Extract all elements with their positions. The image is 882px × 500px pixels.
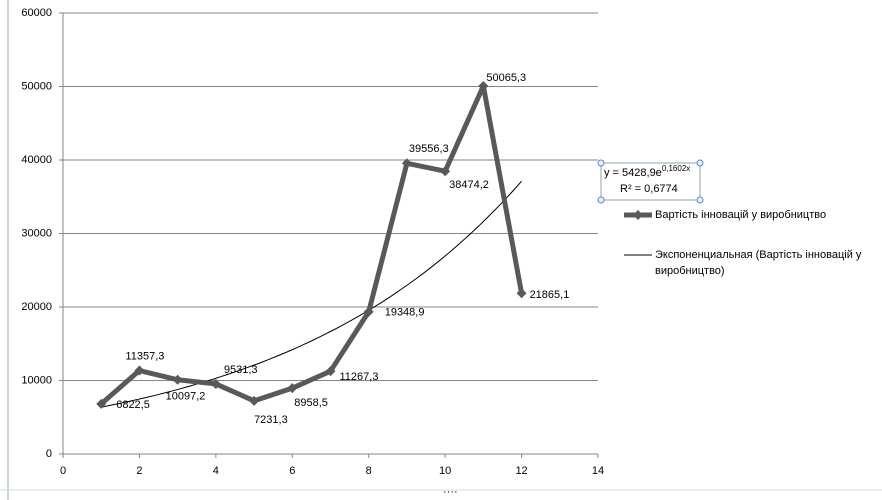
data-label: 7231,3 <box>254 414 288 426</box>
y-tick-label: 0 <box>46 448 52 460</box>
resize-handle[interactable]: ···· <box>443 486 458 498</box>
x-tick-label: 0 <box>60 465 66 477</box>
trend-r2: R² = 0,6774 <box>620 183 678 195</box>
trendline <box>101 180 522 408</box>
trend-equation: y = 5428,9e0,1602x <box>604 164 690 179</box>
handle <box>597 196 605 204</box>
x-tick-label: 4 <box>213 465 219 477</box>
marker <box>210 378 221 389</box>
y-tick-label: 60000 <box>21 7 52 19</box>
data-label: 19348,9 <box>385 307 425 319</box>
y-tick-label: 10000 <box>21 374 52 386</box>
selection-handles <box>597 159 704 204</box>
marker <box>325 366 336 377</box>
series-line <box>99 83 525 406</box>
marker <box>401 158 412 169</box>
data-label: 9531,3 <box>224 364 258 376</box>
x-tick-label: 8 <box>366 465 372 477</box>
x-tick-label: 6 <box>289 465 295 477</box>
marker <box>134 365 145 376</box>
data-label: 38474,2 <box>449 179 489 191</box>
handle <box>597 159 605 167</box>
data-label: 11267,3 <box>340 371 379 383</box>
data-label: 8958,5 <box>294 397 328 409</box>
equation-base: y = 5428,9e <box>604 167 662 179</box>
marker <box>363 306 374 317</box>
marker <box>172 374 183 385</box>
marker <box>287 383 298 394</box>
data-label: 21865,1 <box>530 289 570 301</box>
marker <box>440 166 451 177</box>
marker <box>96 398 107 409</box>
y-tick-label: 20000 <box>21 301 52 313</box>
x-tick-label: 10 <box>439 465 451 477</box>
y-tick-label: 50000 <box>21 80 52 92</box>
handle <box>696 196 704 204</box>
marker <box>478 81 489 92</box>
data-label: 11357,3 <box>125 350 164 362</box>
data-label: 10097,2 <box>166 391 206 403</box>
x-tick-label: 14 <box>592 465 604 477</box>
marker <box>249 395 260 406</box>
marker <box>516 288 527 299</box>
y-tick-label: 30000 <box>21 227 52 239</box>
equation-exponent: 0,1602x <box>662 164 690 173</box>
x-tick-label: 12 <box>515 465 527 477</box>
data-label: 39556,3 <box>409 143 449 155</box>
equation-box[interactable] <box>600 162 701 201</box>
y-tick-label: 40000 <box>21 154 52 166</box>
data-label: 6822,5 <box>116 399 150 411</box>
handle <box>696 159 704 167</box>
legend-series: Вартість інновацій у виробництво <box>655 209 827 221</box>
data-label: 50065,3 <box>486 72 526 84</box>
legend-trendline: Экспоненциальная (Вартість інновацій у в… <box>655 249 862 277</box>
x-tick-label: 2 <box>136 465 142 477</box>
legend-marker <box>633 210 643 220</box>
